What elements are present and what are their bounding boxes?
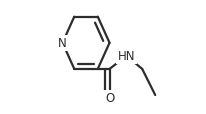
Text: O: O bbox=[105, 91, 114, 104]
Text: N: N bbox=[58, 37, 67, 50]
Text: HN: HN bbox=[118, 50, 135, 63]
